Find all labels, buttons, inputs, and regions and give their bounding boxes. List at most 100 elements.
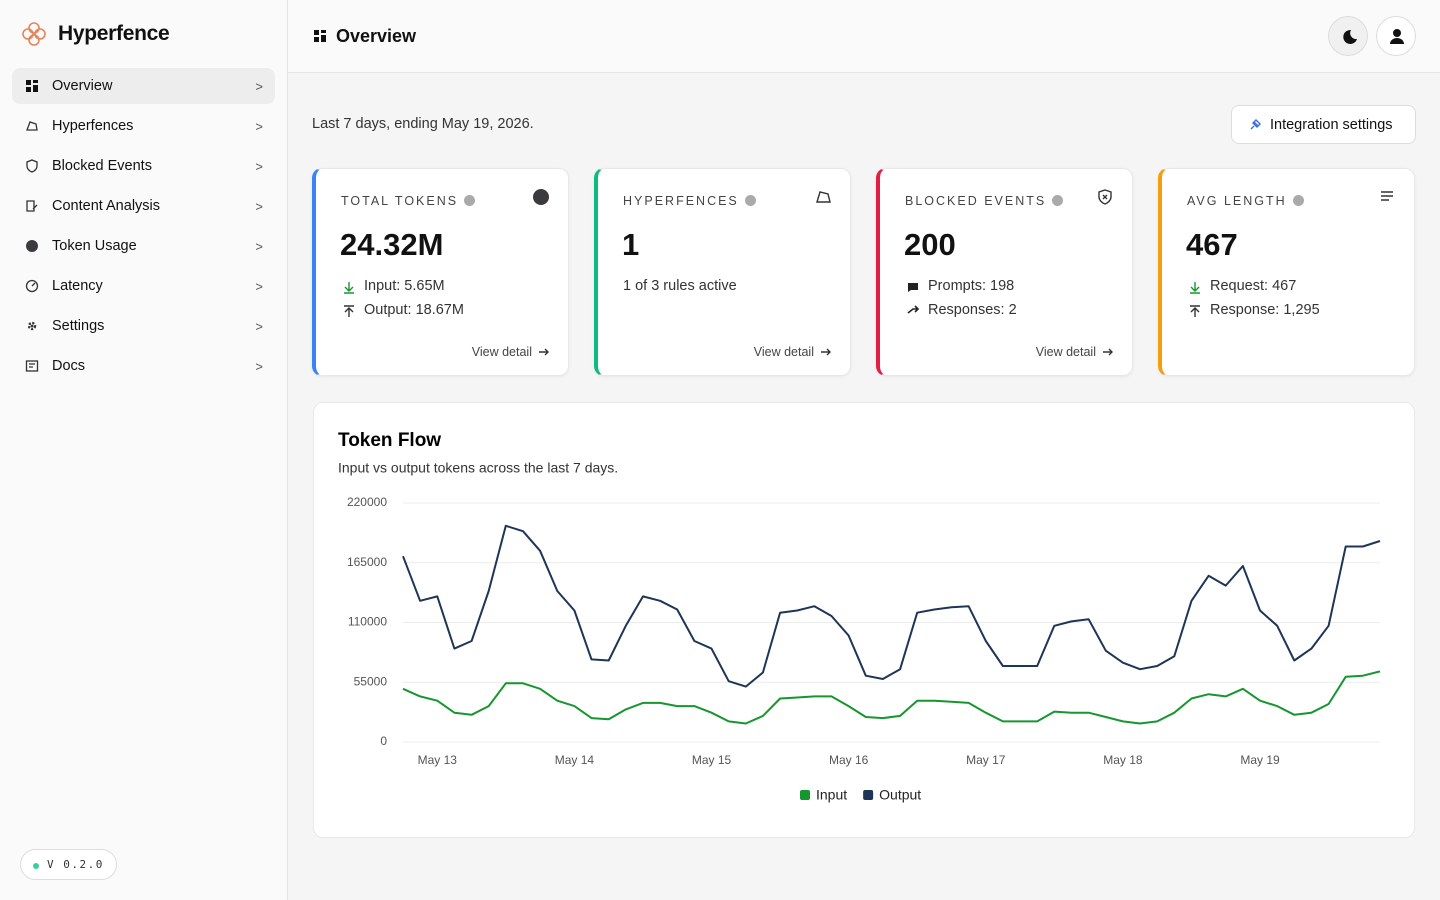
info-icon	[1292, 195, 1304, 206]
nav-icon	[25, 119, 39, 137]
stat-card: HYPERFENCES 1 1 of 3 rules active View deta…	[594, 168, 851, 376]
nav-label: Settings	[52, 318, 105, 334]
nav-item[interactable]: Latency >	[12, 268, 275, 304]
icon	[27, 321, 37, 331]
nav-chevron: >	[255, 238, 263, 254]
nav-label: Token Usage	[52, 238, 137, 254]
arrow-icon	[539, 348, 549, 356]
card-label: AVG LENGTH	[1187, 194, 1304, 208]
nav-chevron: >	[255, 118, 263, 134]
x-tick-label: May 13	[418, 753, 458, 767]
card-detail: Output: 18.67M	[364, 302, 464, 318]
nav-icon	[25, 199, 39, 217]
card-detail: Responses: 2	[928, 302, 1017, 318]
nav-label: Latency	[52, 278, 103, 294]
nav-item[interactable]: Token Usage >	[12, 228, 275, 264]
card-value: 24.32M	[340, 227, 444, 262]
icon	[26, 121, 38, 131]
nav-item[interactable]: Overview >	[12, 68, 275, 104]
nav-chevron: >	[255, 318, 263, 334]
icon	[1098, 189, 1112, 205]
view-detail-link[interactable]: View detail	[1036, 345, 1115, 360]
card-icon	[1378, 188, 1396, 211]
card-label-text: TOTAL TOKENS	[341, 194, 459, 208]
arrow-icon	[1103, 348, 1113, 356]
stat-card: BLOCKED EVENTS 200 Prompts: 198 Responses: …	[876, 168, 1133, 376]
nav-item[interactable]: Docs >	[12, 348, 275, 384]
theme-toggle[interactable]	[1328, 16, 1368, 56]
nav-icon	[25, 319, 39, 337]
user-menu[interactable]	[1376, 16, 1416, 56]
chart-card: Token Flow Input vs output tokens across…	[313, 402, 1415, 838]
info-icon	[744, 195, 756, 206]
card-icon	[532, 188, 550, 211]
arrow	[819, 346, 833, 360]
icon	[26, 159, 38, 173]
nav-item[interactable]: Settings >	[12, 308, 275, 344]
moon-icon	[1343, 29, 1357, 44]
y-tick-label: 55000	[354, 674, 388, 688]
card-icon	[814, 188, 832, 211]
icon	[25, 360, 39, 372]
card-icon	[1096, 188, 1114, 211]
sidebar: Hyperfence Overview > Hyperfences > Blocked …	[0, 0, 288, 900]
y-tick-label: 220000	[347, 495, 387, 509]
stat-card: AVG LENGTH 467 Request: 467 Response: 1,295	[1158, 168, 1415, 376]
x-tick-label: May 19	[1240, 753, 1280, 767]
icon	[26, 240, 38, 252]
info-icon	[1052, 195, 1064, 206]
version: V 0.2.0	[47, 858, 104, 871]
card-label: HYPERFENCES	[623, 194, 756, 208]
chart: Token Flow Input vs output tokens across…	[338, 430, 1381, 803]
icon	[533, 189, 549, 205]
page-title: Overview	[336, 26, 417, 46]
view-detail-link[interactable]: View detail	[754, 345, 833, 360]
nav-label: Content Analysis	[52, 198, 161, 214]
nav-label: Blocked Events	[52, 158, 152, 174]
line-icon	[1188, 304, 1202, 323]
card-value: 200	[904, 227, 956, 262]
arrow	[1101, 346, 1115, 360]
nav-label: Hyperfences	[52, 118, 134, 134]
logo	[22, 22, 46, 46]
card-value: 1	[622, 227, 640, 262]
card-detail: Response: 1,295	[1210, 302, 1320, 318]
card-detail: Input: 5.65M	[364, 278, 445, 294]
brand: Hyperfence	[58, 22, 170, 45]
legend-swatch	[800, 790, 810, 800]
nav-chevron: >	[255, 358, 263, 374]
nav-label: Overview	[52, 78, 113, 94]
icon	[816, 191, 831, 203]
line-icon	[1188, 280, 1202, 299]
y-tick-label: 165000	[347, 555, 387, 569]
x-tick-label: May 15	[692, 753, 732, 767]
card-label: BLOCKED EVENTS	[905, 194, 1064, 208]
card-detail: Prompts: 198	[928, 278, 1015, 294]
icon	[26, 80, 38, 92]
nav-item[interactable]: Content Analysis >	[12, 188, 275, 224]
icon	[1190, 305, 1200, 317]
card-label-text: BLOCKED EVENTS	[905, 194, 1047, 208]
integration-settings-button[interactable]: Integration settings	[1231, 105, 1416, 144]
view-detail-link[interactable]: View detail	[472, 345, 551, 360]
nav-item[interactable]: Blocked Events >	[12, 148, 275, 184]
nav-item[interactable]: Hyperfences >	[12, 108, 275, 144]
icon	[344, 282, 354, 294]
button-label: Integration settings	[1270, 116, 1393, 133]
card-label-text: AVG LENGTH	[1187, 194, 1287, 208]
nav-icon	[25, 359, 39, 377]
info-icon	[464, 195, 476, 206]
icon	[1190, 282, 1200, 294]
line-icon	[906, 280, 920, 299]
card-detail: Request: 467	[1210, 278, 1297, 294]
nav-icon	[25, 279, 39, 297]
nav-label: Docs	[52, 358, 86, 374]
icon	[907, 305, 920, 314]
y-tick-label: 0	[380, 734, 387, 748]
status-dot	[33, 863, 39, 869]
y-tick-label: 110000	[348, 615, 387, 629]
nav-chevron: >	[255, 198, 263, 214]
plug-icon	[1250, 119, 1261, 130]
series-line	[402, 670, 1381, 725]
